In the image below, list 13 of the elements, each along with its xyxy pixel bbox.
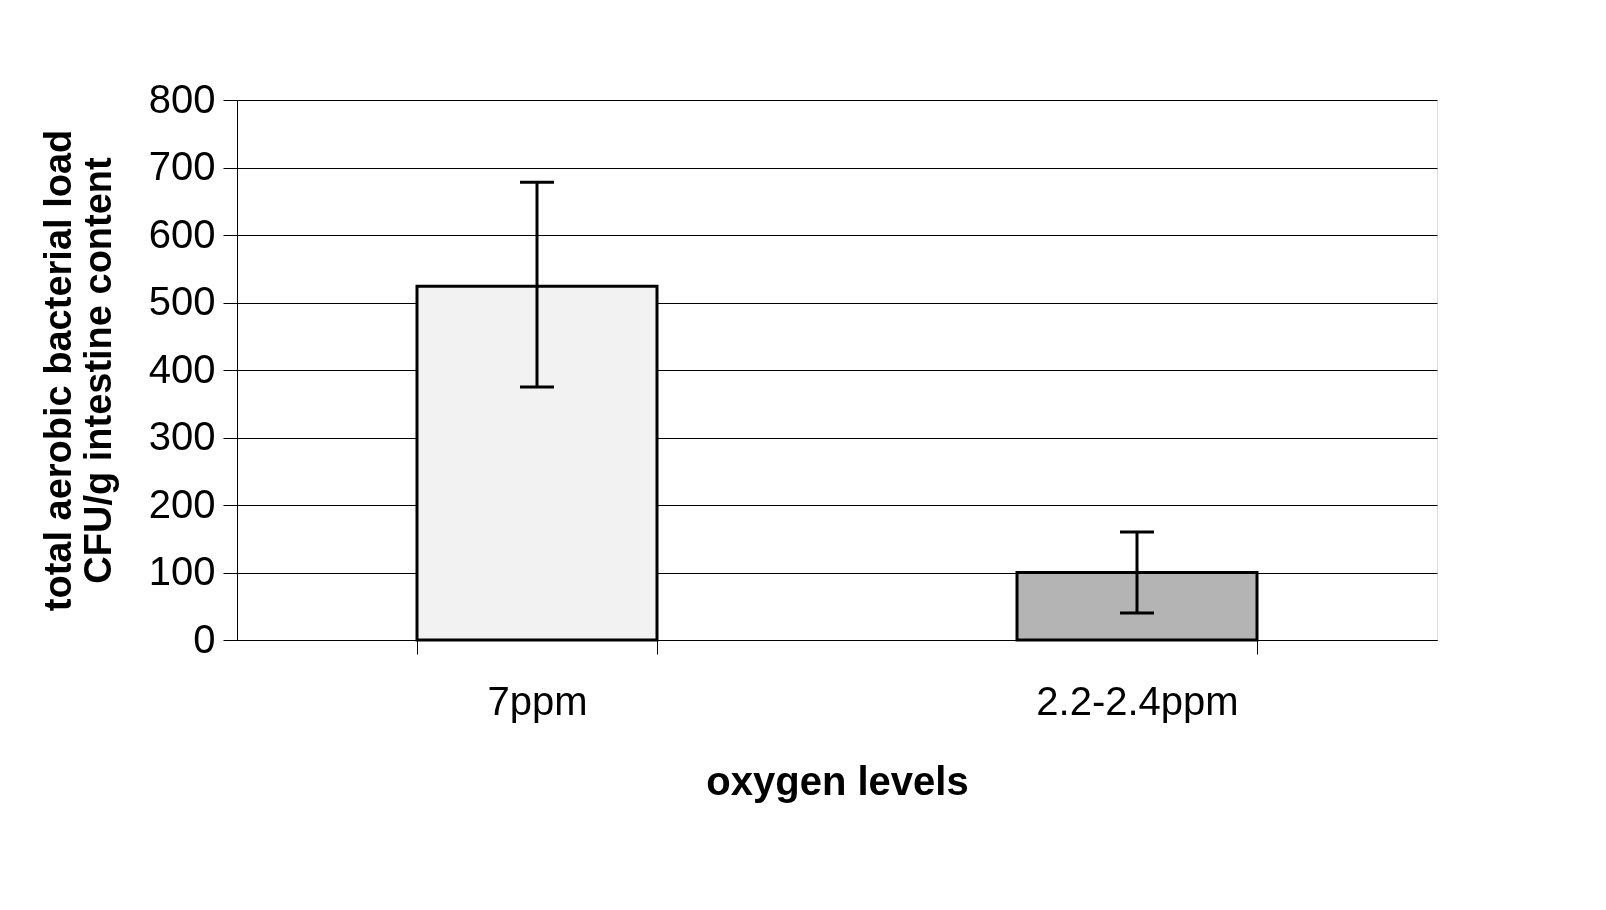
x-tick-label: 7ppm [487, 678, 588, 723]
y-tick-label: 700 [148, 144, 216, 188]
y-tick-label: 0 [193, 616, 216, 661]
y-tick-label: 100 [148, 549, 216, 593]
y-tick-label: 400 [148, 346, 216, 391]
x-axis-title: oxygen levels [706, 758, 969, 803]
y-tick-label: 500 [148, 279, 216, 323]
y-tick-label: 300 [148, 414, 216, 458]
y-tick-label: 800 [148, 76, 216, 121]
y-tick-label: 200 [148, 481, 216, 526]
x-tick-label: 2.2-2.4ppm [1036, 678, 1239, 723]
y-axis-title: total aerobic bacterial load CFU/g intestine content [36, 129, 119, 612]
y-tick-label: 600 [148, 211, 216, 256]
